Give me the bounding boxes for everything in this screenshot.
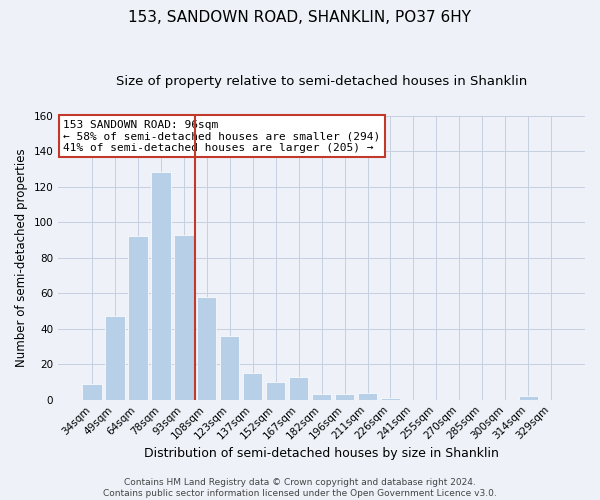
Bar: [518, 396, 538, 400]
X-axis label: Distribution of semi-detached houses by size in Shanklin: Distribution of semi-detached houses by …: [144, 447, 499, 460]
Bar: [312, 394, 331, 400]
Bar: [105, 316, 125, 400]
Bar: [335, 394, 355, 400]
Bar: [220, 336, 239, 400]
Bar: [174, 234, 194, 400]
Bar: [128, 236, 148, 400]
Title: Size of property relative to semi-detached houses in Shanklin: Size of property relative to semi-detach…: [116, 75, 527, 88]
Bar: [197, 296, 217, 400]
Bar: [381, 398, 400, 400]
Bar: [243, 373, 262, 400]
Text: 153, SANDOWN ROAD, SHANKLIN, PO37 6HY: 153, SANDOWN ROAD, SHANKLIN, PO37 6HY: [128, 10, 472, 25]
Y-axis label: Number of semi-detached properties: Number of semi-detached properties: [15, 148, 28, 367]
Bar: [82, 384, 101, 400]
Text: Contains HM Land Registry data © Crown copyright and database right 2024.
Contai: Contains HM Land Registry data © Crown c…: [103, 478, 497, 498]
Text: 153 SANDOWN ROAD: 96sqm
← 58% of semi-detached houses are smaller (294)
41% of s: 153 SANDOWN ROAD: 96sqm ← 58% of semi-de…: [64, 120, 380, 153]
Bar: [266, 382, 286, 400]
Bar: [289, 376, 308, 400]
Bar: [358, 392, 377, 400]
Bar: [151, 172, 170, 400]
